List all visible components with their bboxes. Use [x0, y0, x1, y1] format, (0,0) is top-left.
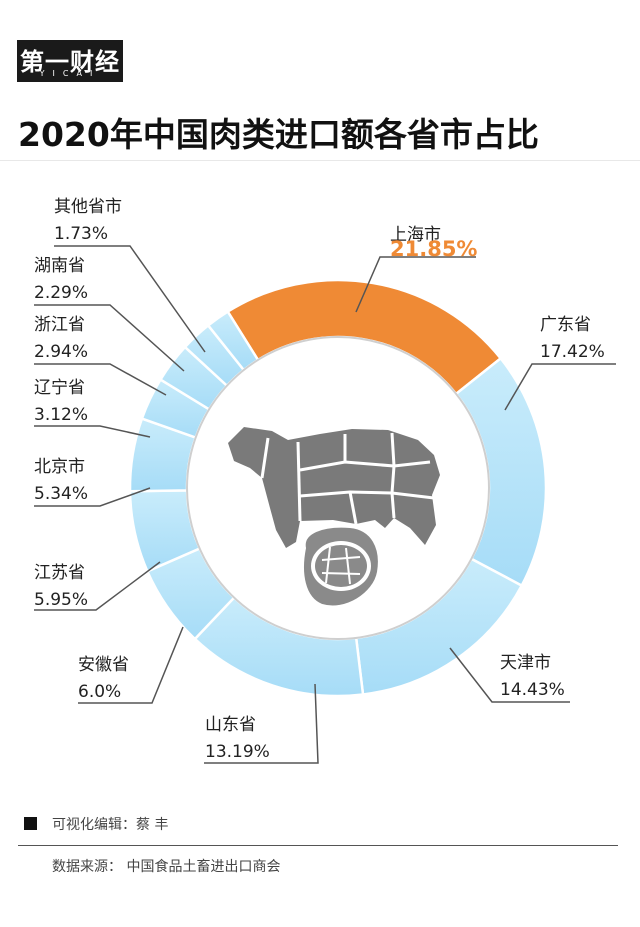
leader-line-11 — [54, 245, 206, 353]
page-title: 2020年中国肉类进口额各省市占比 — [18, 115, 539, 154]
slice-label-4: 山东省 — [205, 715, 256, 735]
slice-value-10: 2.29% — [34, 283, 88, 303]
slice-value-2: 17.42% — [540, 342, 605, 362]
slice-value-7: 5.34% — [34, 484, 88, 504]
slice-label-11: 其他省市 — [54, 197, 122, 217]
footer-square-icon — [24, 817, 37, 830]
brand-logo: 第一财经 YICAI — [17, 40, 123, 82]
brand-name: 第一财经 — [20, 48, 120, 76]
slice-label-3: 天津市 — [500, 653, 551, 673]
leader-lines — [34, 245, 616, 764]
leader-line-6 — [34, 561, 161, 611]
data-source: 数据来源： 中国食品土畜进出口商会 — [52, 859, 281, 875]
leader-line-4 — [204, 683, 319, 764]
brand-sub: YICAI — [39, 69, 101, 78]
slice-label-1: 上海市 — [390, 225, 441, 245]
footer-divider — [18, 845, 618, 846]
slice-value-4: 13.19% — [205, 742, 270, 762]
title-divider — [0, 160, 640, 161]
slice-value-6: 5.95% — [34, 590, 88, 610]
leader-line-2 — [504, 363, 616, 411]
leader-line-3 — [449, 647, 570, 703]
slice-value-1: 21.85% — [390, 237, 477, 261]
slice-label-8: 辽宁省 — [34, 378, 85, 398]
leader-line-7 — [34, 487, 151, 507]
slice-label-7: 北京市 — [34, 457, 85, 477]
slice-label-10: 湖南省 — [34, 256, 85, 276]
slice-value-9: 2.94% — [34, 342, 88, 362]
slice-label-6: 江苏省 — [34, 563, 85, 583]
meat-cuts-icon — [228, 427, 440, 608]
leader-line-9 — [34, 363, 167, 396]
slice-label-5: 安徽省 — [78, 655, 129, 675]
slice-label-2: 广东省 — [540, 315, 591, 335]
leader-line-8 — [34, 425, 151, 438]
leader-line-1 — [355, 256, 476, 313]
slice-label-9: 浙江省 — [34, 315, 85, 335]
leader-line-5 — [78, 626, 184, 704]
editor-credit: 可视化编辑：蔡 丰 — [52, 817, 169, 833]
slice-value-5: 6.0% — [78, 682, 121, 702]
slice-value-11: 1.73% — [54, 224, 108, 244]
leader-line-10 — [34, 304, 185, 372]
slice-value-8: 3.12% — [34, 405, 88, 425]
slice-value-3: 14.43% — [500, 680, 565, 700]
